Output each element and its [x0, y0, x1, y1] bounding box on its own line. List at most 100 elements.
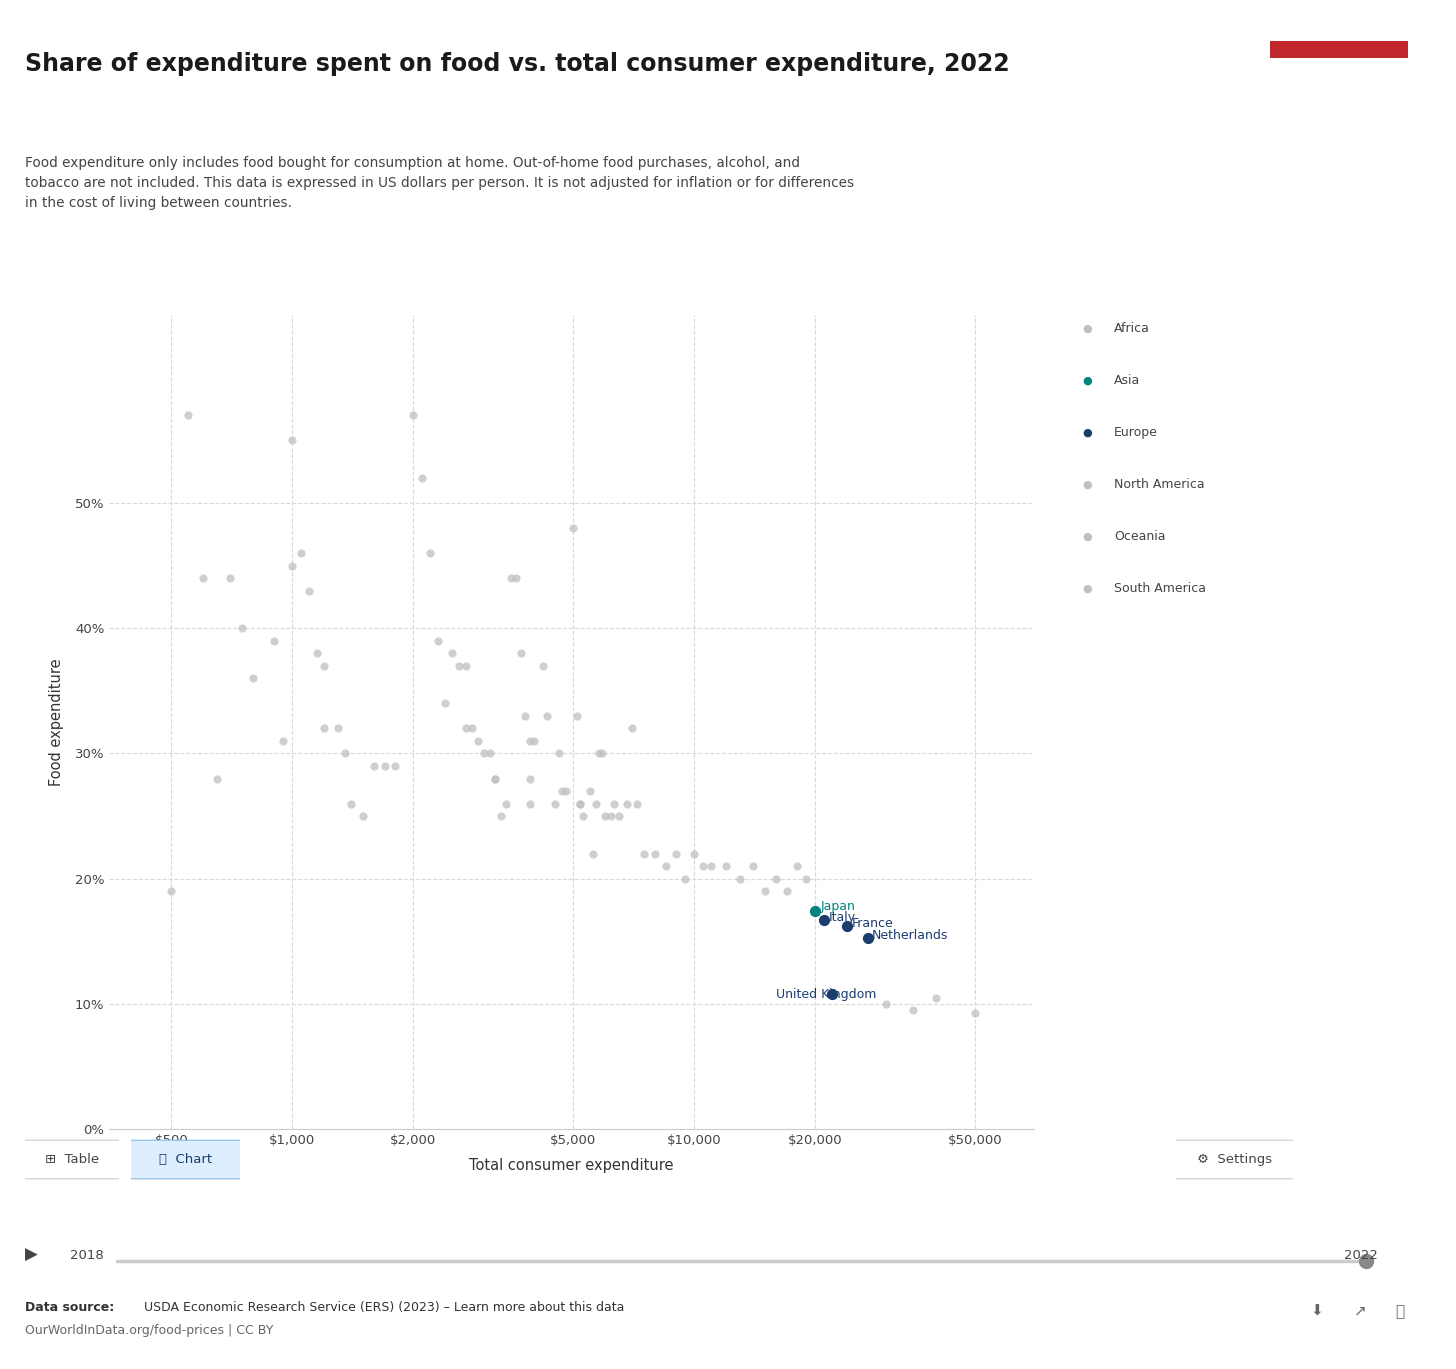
Point	[313, 717, 336, 739]
Point	[373, 756, 396, 778]
Point	[562, 517, 585, 539]
Point	[478, 742, 501, 764]
Text: South America: South America	[1114, 582, 1206, 596]
Text: Share of expenditure spent on food vs. total consumer expenditure, 2022: Share of expenditure spent on food vs. t…	[25, 52, 1009, 77]
Point	[568, 793, 591, 815]
Point	[402, 404, 425, 426]
Text: ↗: ↗	[1354, 1305, 1367, 1318]
Point	[176, 404, 199, 426]
Text: USDA Economic Research Service (ERS) (2023) – Learn more about this data: USDA Economic Research Service (ERS) (20…	[144, 1301, 625, 1313]
Text: OurWorldInData.org/food-prices | CC BY: OurWorldInData.org/food-prices | CC BY	[25, 1324, 274, 1336]
Text: Italy: Italy	[828, 910, 856, 924]
Text: Netherlands: Netherlands	[871, 928, 948, 942]
Point	[351, 805, 374, 827]
Text: North America: North America	[1114, 478, 1204, 491]
Point	[281, 430, 304, 452]
Point	[499, 567, 523, 589]
Point	[418, 542, 441, 564]
Point	[339, 793, 363, 815]
Point	[466, 730, 489, 752]
Point	[272, 730, 296, 752]
Point	[584, 793, 607, 815]
Point	[578, 780, 601, 802]
Text: United Kingdom: United Kingdom	[776, 987, 877, 1001]
FancyBboxPatch shape	[1175, 1140, 1294, 1179]
Text: ●: ●	[1083, 531, 1092, 542]
Text: Our World: Our World	[1305, 75, 1373, 89]
Point	[565, 705, 588, 727]
Text: 2022: 2022	[1344, 1249, 1377, 1262]
Text: ▶: ▶	[25, 1246, 38, 1265]
Text: ●: ●	[1083, 375, 1092, 386]
Text: Europe: Europe	[1114, 426, 1158, 439]
Point	[683, 843, 706, 865]
Point	[205, 768, 229, 790]
Text: ⊞  Table: ⊞ Table	[45, 1153, 99, 1166]
Text: Food expenditure only includes food bought for consumption at home. Out-of-home : Food expenditure only includes food boug…	[25, 156, 853, 211]
Point	[692, 856, 715, 878]
Point	[699, 856, 722, 878]
Point	[472, 742, 495, 764]
Point	[326, 717, 349, 739]
Bar	[1270, 41, 1408, 57]
Text: ●: ●	[1083, 479, 1092, 490]
Point	[441, 642, 464, 664]
FancyBboxPatch shape	[23, 1140, 121, 1179]
Point	[494, 793, 517, 815]
Point	[555, 780, 578, 802]
Point	[297, 579, 320, 601]
Point	[654, 856, 677, 878]
Point	[454, 654, 478, 676]
Point	[333, 742, 357, 764]
Point	[518, 768, 542, 790]
Point	[192, 567, 215, 589]
Point	[290, 542, 313, 564]
Point	[594, 805, 617, 827]
Point	[836, 916, 859, 938]
Point	[632, 843, 655, 865]
Point	[581, 843, 604, 865]
Point	[775, 880, 798, 902]
Text: Oceania: Oceania	[1114, 530, 1165, 543]
Point	[598, 805, 622, 827]
Point	[591, 742, 614, 764]
Point	[306, 642, 329, 664]
Point	[620, 717, 644, 739]
Text: 📈  Chart: 📈 Chart	[159, 1153, 213, 1166]
Point	[601, 793, 625, 815]
Point	[447, 654, 470, 676]
Point	[242, 667, 265, 689]
Text: ⛶: ⛶	[1395, 1305, 1404, 1318]
Point	[363, 756, 386, 778]
Text: ⚙  Settings: ⚙ Settings	[1197, 1153, 1273, 1166]
X-axis label: Total consumer expenditure: Total consumer expenditure	[469, 1158, 674, 1173]
Point	[625, 793, 648, 815]
Text: ●: ●	[1083, 427, 1092, 438]
Point	[547, 742, 571, 764]
Y-axis label: Food expenditure: Food expenditure	[48, 658, 64, 786]
Point	[518, 730, 542, 752]
Point	[536, 705, 559, 727]
Point	[874, 993, 897, 1014]
Text: 2018: 2018	[70, 1249, 103, 1262]
Point	[616, 793, 639, 815]
Point	[313, 654, 336, 676]
Point	[504, 567, 527, 589]
Point	[523, 730, 546, 752]
Point	[674, 868, 697, 890]
Point	[383, 756, 406, 778]
Point	[741, 856, 764, 878]
Point	[160, 880, 183, 902]
Point	[550, 780, 574, 802]
Text: France: France	[852, 917, 893, 931]
Point	[454, 717, 478, 739]
FancyBboxPatch shape	[130, 1140, 242, 1179]
Point	[483, 768, 507, 790]
Point	[820, 983, 843, 1005]
Text: ●: ●	[1083, 583, 1092, 594]
Text: ●: ●	[1083, 323, 1092, 334]
Point	[281, 554, 304, 576]
Text: Data source:: Data source:	[25, 1301, 114, 1313]
Text: in Data: in Data	[1315, 101, 1363, 114]
Point	[411, 467, 434, 489]
